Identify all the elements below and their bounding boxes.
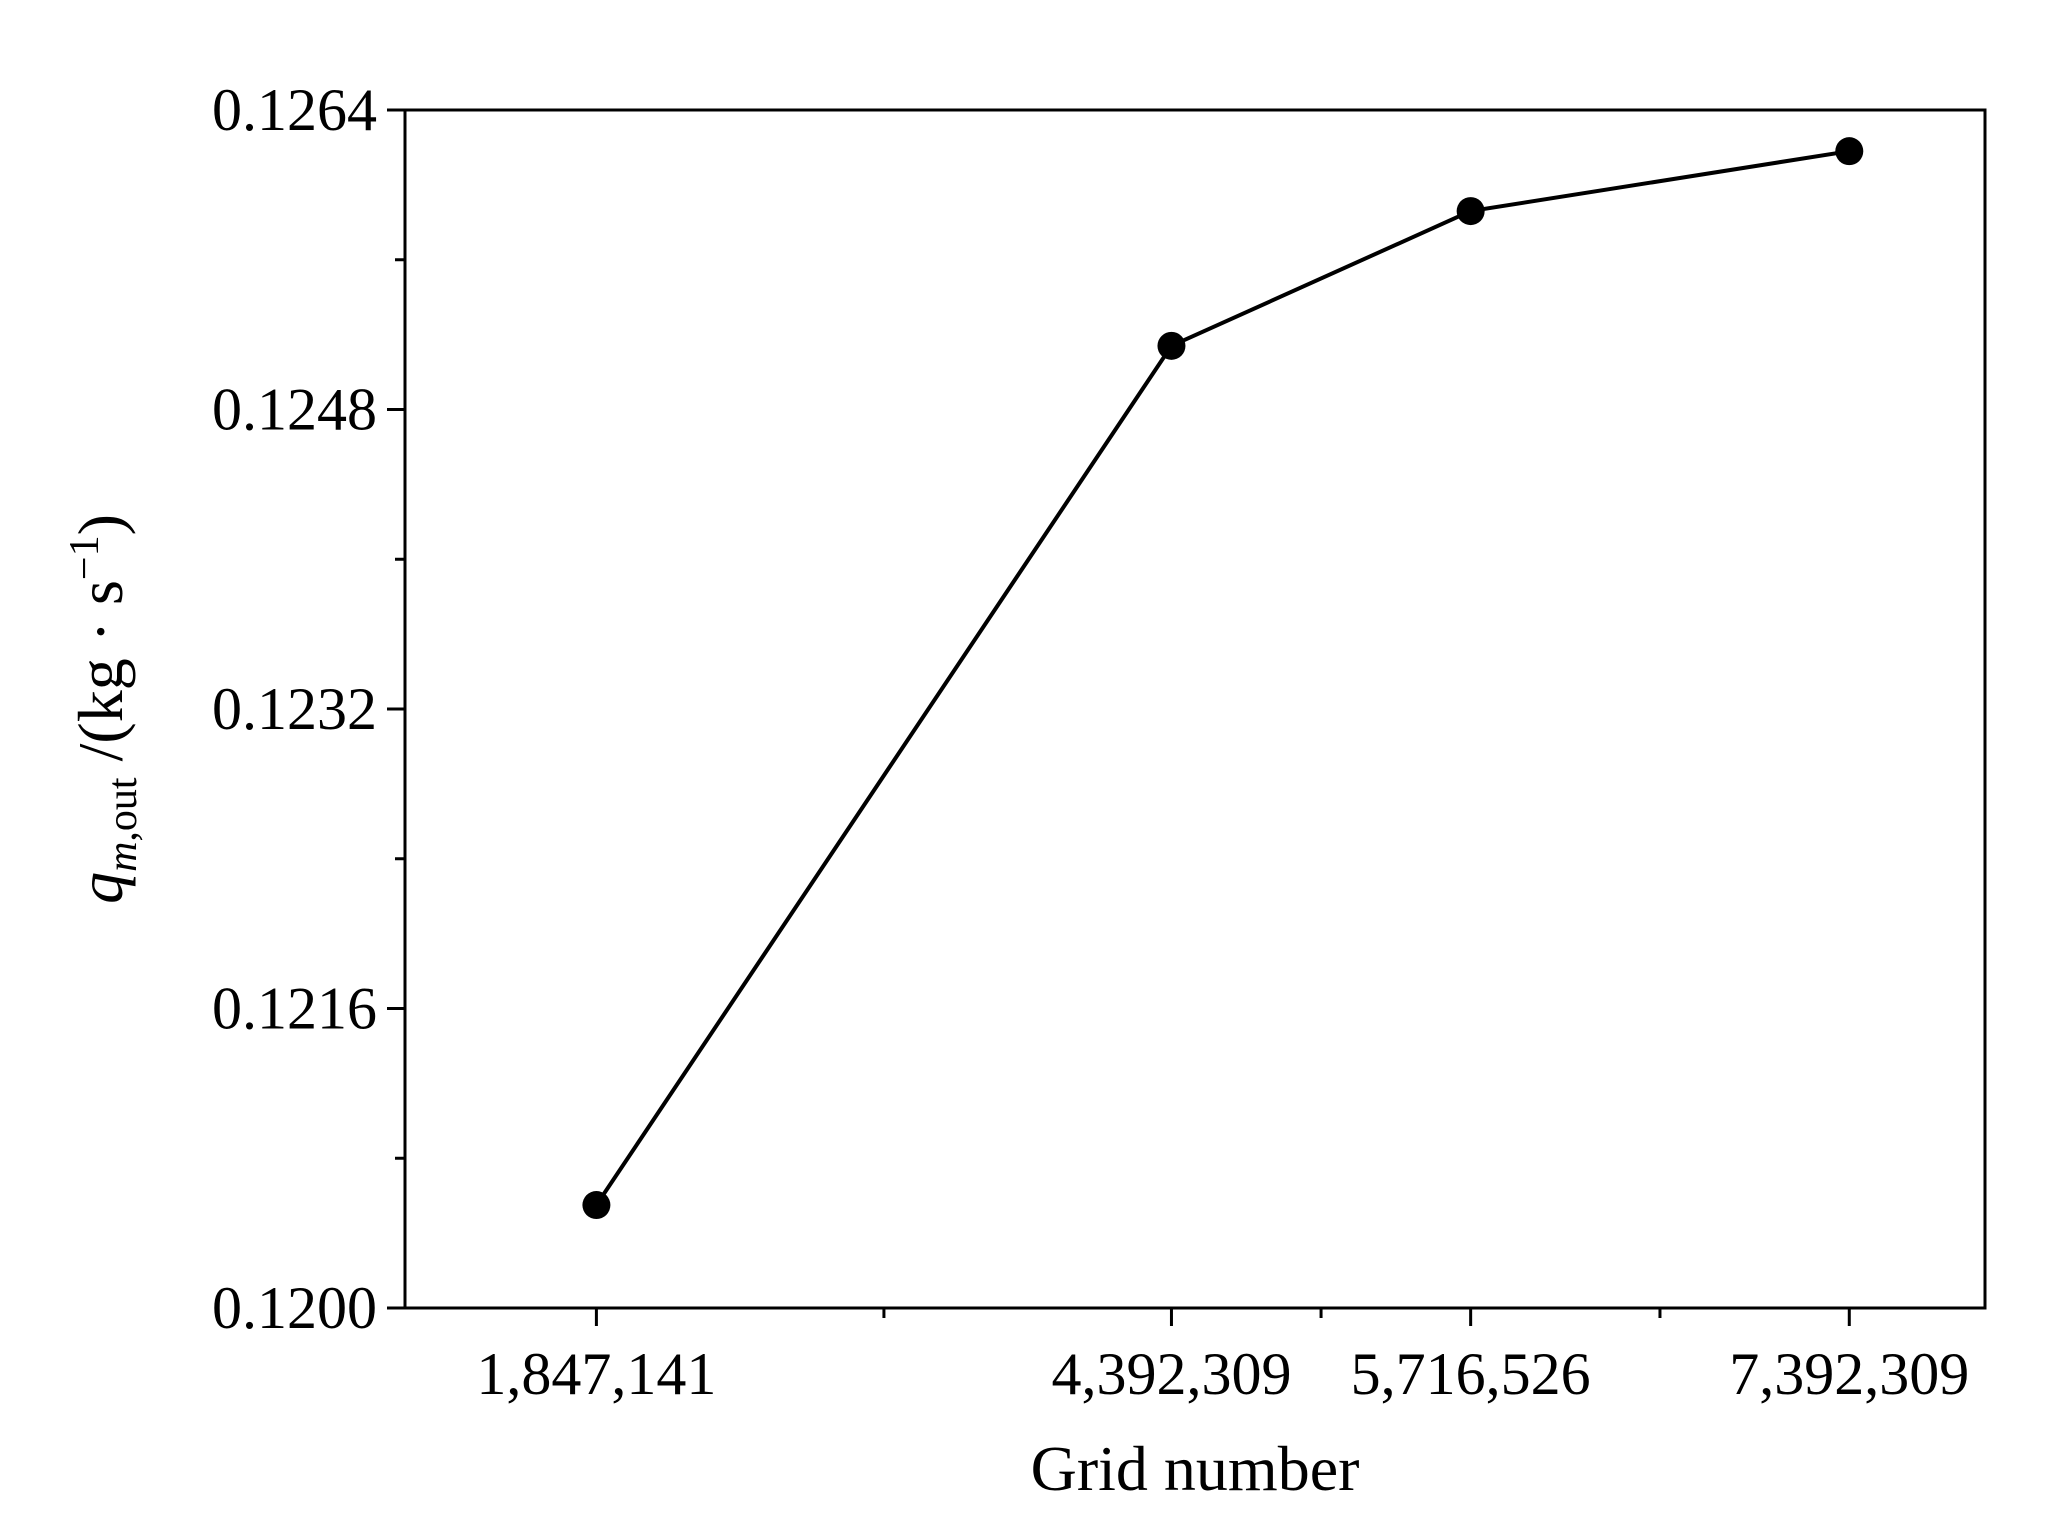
y-axis-unit-superscript: −1 xyxy=(62,535,108,580)
y-axis-subscript-rest: ,out xyxy=(100,777,146,842)
y-tick-label: 0.1264 xyxy=(212,77,377,143)
y-axis-unit-prefix: /(kg · s xyxy=(65,580,136,777)
y-tick-label: 0.1200 xyxy=(212,1275,377,1341)
x-axis-ticks: 1,847,141 4,392,309 5,716,526 7,392,309 xyxy=(476,1308,1969,1407)
y-axis-title: qm,out /(kg · s−1) xyxy=(62,514,146,904)
y-tick-label: 0.1232 xyxy=(212,676,377,742)
series-polyline xyxy=(594,149,1850,1207)
data-point xyxy=(1157,331,1186,360)
y-axis-ticks: 0.1200 0.1216 0.1232 0.1248 0.1264 xyxy=(212,77,405,1341)
svg-text:qm,out /(kg · s−1): qm,out /(kg · s−1) xyxy=(62,514,146,904)
plot-frame xyxy=(403,108,1987,1310)
x-tick-label: 7,392,309 xyxy=(1729,1341,1969,1407)
y-axis-symbol: q xyxy=(65,872,136,904)
x-tick-label: 5,716,526 xyxy=(1351,1341,1591,1407)
series-line xyxy=(582,137,1864,1220)
x-axis-title: Grid number xyxy=(1031,1433,1360,1504)
y-axis-unit-suffix: ) xyxy=(65,514,136,535)
x-tick-label: 4,392,309 xyxy=(1051,1341,1291,1407)
data-point xyxy=(1456,197,1485,226)
data-point xyxy=(1835,137,1864,166)
y-axis-subscript-italic: m xyxy=(100,842,146,872)
x-tick-label: 1,847,141 xyxy=(476,1341,716,1407)
data-point xyxy=(582,1191,611,1220)
y-tick-label: 0.1216 xyxy=(212,976,377,1042)
y-tick-label: 0.1248 xyxy=(212,377,377,443)
